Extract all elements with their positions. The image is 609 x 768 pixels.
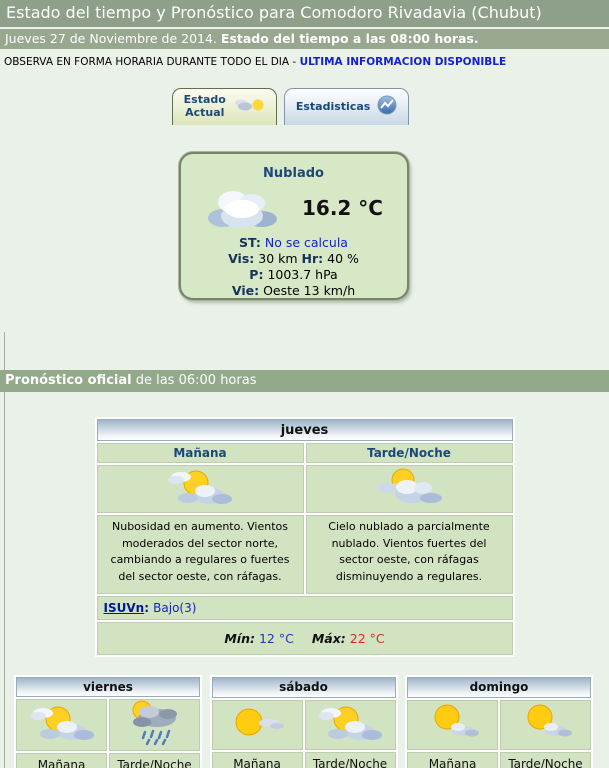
sun-clouds-icon [314, 706, 386, 748]
period-label: Mañana [211, 751, 303, 768]
st-line: ST: No se calcula [239, 235, 348, 250]
today-morning-header: Mañana [96, 443, 304, 463]
hourly-notice: OBSERVA EN FORMA HORARIA DURANTE TODO EL… [0, 49, 609, 68]
notice-text: OBSERVA EN FORMA HORARIA DURANTE TODO EL… [4, 56, 300, 68]
sun-small-cloud-icon [417, 704, 489, 748]
tab-stats-icon [377, 95, 397, 119]
uv-index-link[interactable]: Bajo(3) [153, 601, 197, 615]
current-conditions-panel: Nublado 16.2 °C ST: No se calcula Vis: 3… [178, 152, 409, 300]
today-forecast-table: jueves Mañana Tarde/Noche Nubosidad en a… [94, 417, 515, 657]
uv-index-row: ISUVn: Bajo(3) [96, 596, 513, 620]
day-name: domingo [407, 677, 591, 698]
tab-estadisticas[interactable]: Estadisticas [283, 88, 410, 125]
today-evening-icon-cell [305, 465, 513, 513]
date-text: Jueves 27 de Noviembre de 2014. [5, 31, 221, 46]
max-temp: 22 °C [349, 631, 385, 646]
wind-line: Vie: Oeste 13 km/h [231, 283, 356, 298]
day-name: viernes [16, 677, 200, 697]
rain-icon [119, 700, 191, 750]
today-day-name: jueves [96, 419, 513, 441]
today-evening-text: Cielo nublado a parcialmente nublado. Vi… [305, 515, 513, 594]
page-title: Estado del tiempo y Pronóstico para Como… [0, 0, 609, 27]
period-label: Tarde/Noche [500, 751, 591, 768]
tab-estado-actual-label: Estado Actual [183, 93, 226, 119]
tab-weather-icon [233, 96, 265, 118]
today-morning-text: Nubosidad en aumento. Vientos moderados … [96, 515, 304, 594]
sun-clouds-icon [164, 470, 236, 512]
sunday-table: domingo Mañana Tarde/Noche [405, 675, 593, 768]
period-label: Tarde/Noche [304, 751, 396, 768]
clouds-sun-icon [373, 468, 445, 512]
saturday-table: sábado Mañana Tarde/Noche [209, 675, 398, 768]
extended-forecast: viernes Mañana Tarde/Noche sábado Mañana… [0, 675, 609, 768]
sun-small-cloud-icon [510, 704, 582, 748]
period-label: Mañana [407, 751, 498, 768]
current-stats: ST: No se calcula Vis: 30 km Hr: 40 % P:… [181, 235, 407, 299]
tab-estadisticas-label: Estadisticas [295, 99, 371, 113]
friday-table: viernes Mañana Tarde/Noche [14, 675, 202, 768]
date-status-bar: Jueves 27 de Noviembre de 2014. Estado d… [0, 29, 609, 49]
st-link[interactable]: No se calcula [264, 235, 348, 250]
condition-label: Nublado [263, 166, 324, 181]
pressure-line: P: 1003.7 hPa [249, 267, 338, 282]
outer-table-border [4, 332, 5, 768]
tab-strip: Estado Actual Estadisticas [0, 88, 595, 125]
temperature-value: 16.2 °C [302, 196, 383, 220]
day-name: sábado [211, 677, 396, 698]
period-label: Tarde/Noche [109, 753, 200, 768]
official-forecast-header: Pronóstico oficial de las 06:00 horas [0, 370, 609, 392]
minmax-row: Mín: 12 °C Máx: 22 °C [96, 622, 513, 655]
sun-clouds-icon [26, 706, 98, 748]
tab-estado-actual[interactable]: Estado Actual [171, 88, 277, 125]
cloud-large-icon [204, 182, 282, 234]
status-time-text: Estado del tiempo a las 08:00 horas. [220, 31, 479, 46]
sun-wisp-icon [221, 708, 293, 748]
today-morning-icon-cell [96, 465, 304, 513]
min-temp: 12 °C [258, 631, 294, 646]
period-label: Mañana [16, 753, 107, 768]
today-evening-header: Tarde/Noche [305, 443, 513, 463]
vis-hr-line: Vis: 30 km Hr: 40 % [228, 251, 359, 266]
latest-info-link[interactable]: ULTIMA INFORMACION DISPONIBLE [299, 56, 507, 68]
